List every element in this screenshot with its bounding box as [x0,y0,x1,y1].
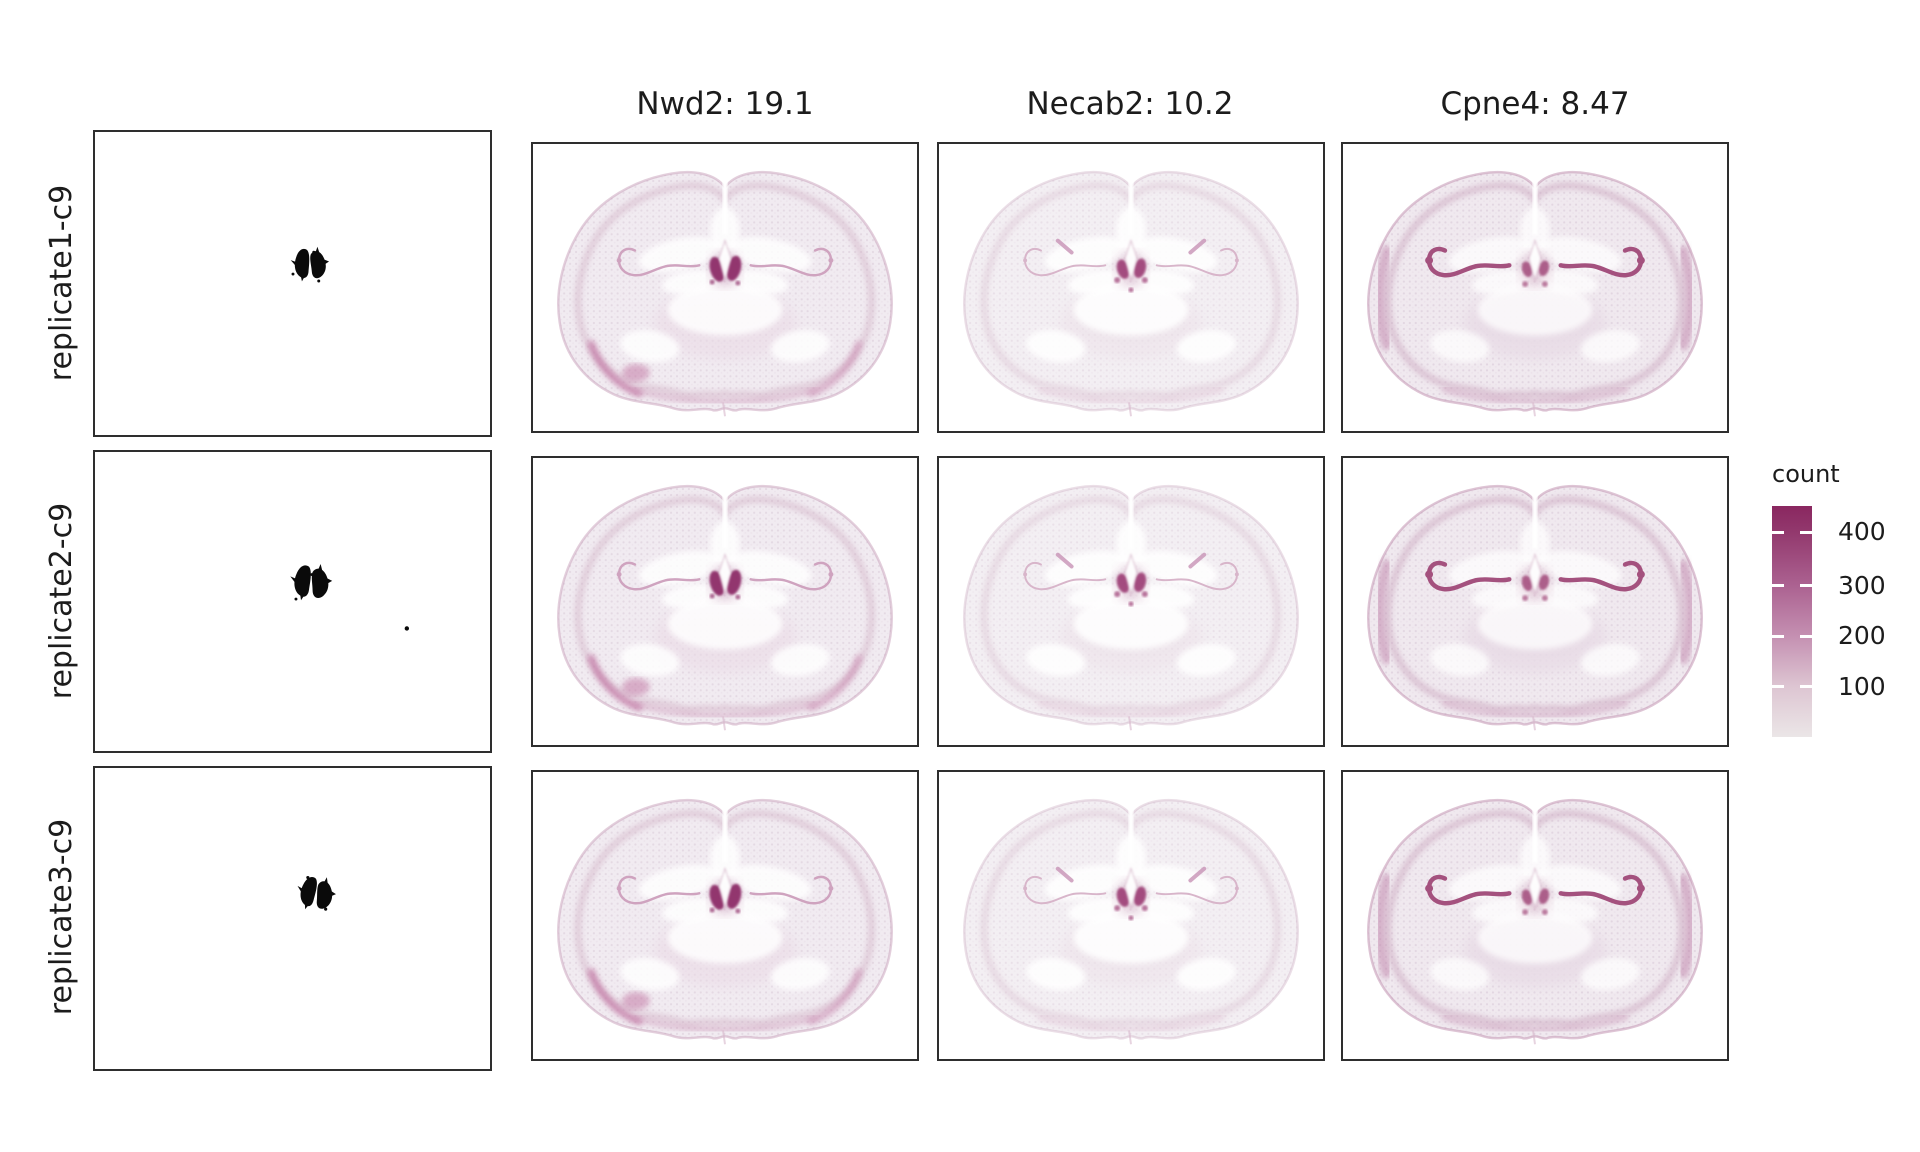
colorbar-tickmark-right [1800,685,1812,689]
column-title-nwd2: Nwd2: 19.1 [636,86,814,122]
colorbar-tickmark-left [1772,530,1784,534]
expression-panel-necab2-replicate1-c9 [937,142,1325,433]
colorbar-gradient [1772,506,1812,737]
column-title-cpne4: Cpne4: 8.47 [1440,86,1630,122]
row-label-replicate1: replicate1-c9 [44,184,79,382]
cluster-mask-panel-replicate2-c9 [93,450,492,753]
expression-panel-nwd2-replicate3-c9 [531,770,919,1061]
colorbar-tickmark-left [1772,685,1784,689]
expression-panel-cpne4-replicate1-c9 [1341,142,1729,433]
colorbar-tick-label: 200 [1838,621,1886,651]
expression-panel-nwd2-replicate1-c9 [531,142,919,433]
colorbar-tick-label: 100 [1838,671,1886,701]
colorbar-tickmark-right [1800,530,1812,534]
colorbar-tick-label: 300 [1838,570,1886,600]
colorbar-tickmark-left [1772,584,1784,588]
column-title-necab2: Necab2: 10.2 [1026,86,1234,122]
expression-panel-cpne4-replicate2-c9 [1341,456,1729,747]
colorbar-tickmark-left [1772,634,1784,638]
colorbar-title: count [1772,460,1840,488]
row-label-replicate2: replicate2-c9 [44,502,79,700]
expression-panel-cpne4-replicate3-c9 [1341,770,1729,1061]
colorbar-tickmark-right [1800,634,1812,638]
cluster-mask-panel-replicate3-c9 [93,766,492,1071]
row-label-replicate3: replicate3-c9 [44,818,79,1016]
colorbar-tick-label: 400 [1838,517,1886,547]
expression-panel-nwd2-replicate2-c9 [531,456,919,747]
cluster-mask-panel-replicate1-c9 [93,130,492,437]
expression-panel-necab2-replicate3-c9 [937,770,1325,1061]
colorbar-tickmark-right [1800,584,1812,588]
expression-panel-necab2-replicate2-c9 [937,456,1325,747]
